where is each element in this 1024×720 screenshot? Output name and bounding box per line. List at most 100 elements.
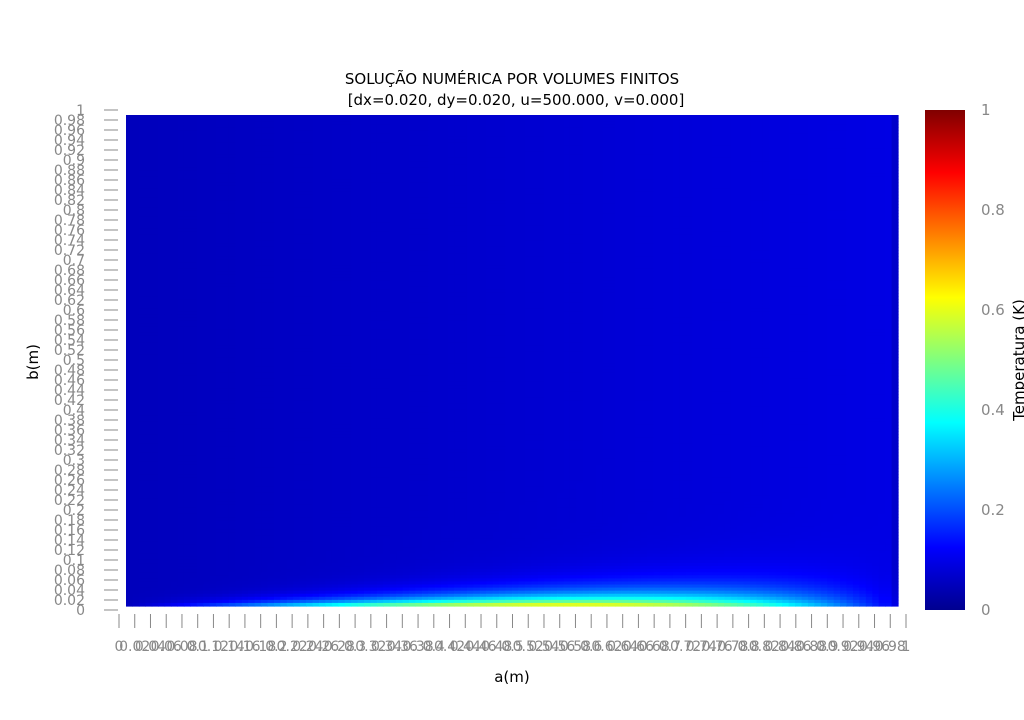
heatmap-cell: [126, 139, 134, 144]
heatmap-cell: [698, 124, 706, 128]
heatmap-cell: [376, 130, 384, 135]
heatmap-cell: [499, 148, 507, 153]
heatmap-cell: [132, 148, 140, 153]
heatmap-cell: [241, 157, 249, 162]
heatmap-cell: [576, 121, 584, 125]
heatmap-cell: [177, 136, 185, 141]
heatmap-cell: [286, 154, 294, 159]
heatmap-cell: [769, 136, 777, 141]
heatmap-cell: [717, 130, 725, 135]
heatmap-cell: [576, 142, 584, 147]
heatmap-cell: [441, 130, 449, 135]
heatmap-cell: [840, 154, 848, 159]
heatmap-cell: [878, 124, 886, 128]
heatmap-cell: [434, 124, 442, 128]
heatmap-cell: [273, 154, 281, 159]
heatmap-cell: [621, 121, 629, 125]
heatmap-cell: [692, 121, 700, 125]
heatmap-cell: [711, 115, 719, 119]
heatmap-cell: [357, 130, 365, 135]
heatmap-cell: [795, 142, 803, 147]
heatmap-cell: [441, 139, 449, 144]
heatmap-cell: [750, 136, 758, 141]
heatmap-cell: [325, 142, 333, 147]
heatmap-cell: [299, 151, 307, 156]
heatmap-cell: [351, 136, 359, 141]
heatmap-cell: [647, 148, 655, 153]
heatmap-cell: [492, 136, 500, 141]
heatmap-cell: [743, 142, 751, 147]
heatmap-cell: [158, 121, 166, 125]
heatmap-cell: [383, 133, 391, 138]
heatmap-cell: [145, 139, 153, 144]
heatmap-cell: [196, 121, 204, 125]
heatmap-cell: [872, 118, 880, 122]
heatmap-cell: [351, 118, 359, 122]
heatmap-cell: [126, 136, 134, 141]
heatmap-cell: [595, 139, 603, 144]
heatmap-cell: [331, 139, 339, 144]
heatmap-cell: [705, 124, 713, 128]
heatmap-cell: [717, 136, 725, 141]
heatmap-cell: [814, 148, 822, 153]
heatmap-cell: [499, 130, 507, 135]
heatmap-cell: [479, 148, 487, 153]
heatmap-cell: [698, 130, 706, 135]
heatmap-cell: [878, 118, 886, 122]
heatmap-cell: [614, 154, 622, 159]
heatmap-cell: [865, 145, 873, 150]
heatmap-cell: [415, 142, 423, 147]
heatmap-cell: [557, 127, 565, 131]
heatmap-cell: [647, 151, 655, 156]
heatmap-cell: [370, 145, 378, 150]
heatmap-cell: [286, 157, 294, 162]
heatmap-cell: [383, 127, 391, 131]
heatmap-cell: [685, 145, 693, 150]
heatmap-cell: [286, 142, 294, 147]
heatmap-cell: [331, 154, 339, 159]
heatmap-cell: [846, 118, 854, 122]
heatmap-cell: [164, 151, 172, 156]
heatmap-cell: [647, 127, 655, 131]
heatmap-cell: [466, 136, 474, 141]
heatmap-cell: [473, 139, 481, 144]
heatmap-cell: [769, 130, 777, 135]
heatmap-cell: [859, 154, 867, 159]
heatmap-cell: [614, 148, 622, 153]
heatmap-cell: [692, 130, 700, 135]
heatmap-cell: [659, 127, 667, 131]
heatmap-cell: [852, 154, 860, 159]
heatmap-cell: [460, 124, 468, 128]
heatmap-cell: [537, 130, 545, 135]
heatmap-cell: [421, 118, 429, 122]
heatmap-cell: [505, 133, 513, 138]
heatmap-cell: [254, 157, 262, 162]
heatmap-cell: [466, 115, 474, 119]
heatmap-cell: [666, 127, 674, 131]
heatmap-cell: [331, 157, 339, 162]
heatmap-cell: [312, 148, 320, 153]
heatmap-cell: [647, 136, 655, 141]
heatmap-cell: [859, 118, 867, 122]
heatmap-cell: [595, 142, 603, 147]
heatmap-cell: [177, 148, 185, 153]
heatmap-cell: [319, 136, 327, 141]
heatmap-cell: [235, 127, 243, 131]
heatmap-cell: [389, 145, 397, 150]
heatmap-cell: [428, 142, 436, 147]
heatmap-cell: [389, 151, 397, 156]
heatmap-cell: [589, 151, 597, 156]
heatmap-cell: [692, 127, 700, 131]
heatmap-cell: [421, 127, 429, 131]
heatmap-cell: [647, 154, 655, 159]
heatmap-cell: [795, 148, 803, 153]
heatmap-cell: [827, 136, 835, 141]
heatmap-cell: [840, 121, 848, 125]
heatmap-cell: [531, 145, 539, 150]
heatmap-cell: [672, 136, 680, 141]
heatmap-cell: [312, 133, 320, 138]
heatmap-cell: [293, 154, 301, 159]
heatmap-cell: [473, 148, 481, 153]
heatmap-cell: [267, 133, 275, 138]
heatmap-cell: [705, 151, 713, 156]
